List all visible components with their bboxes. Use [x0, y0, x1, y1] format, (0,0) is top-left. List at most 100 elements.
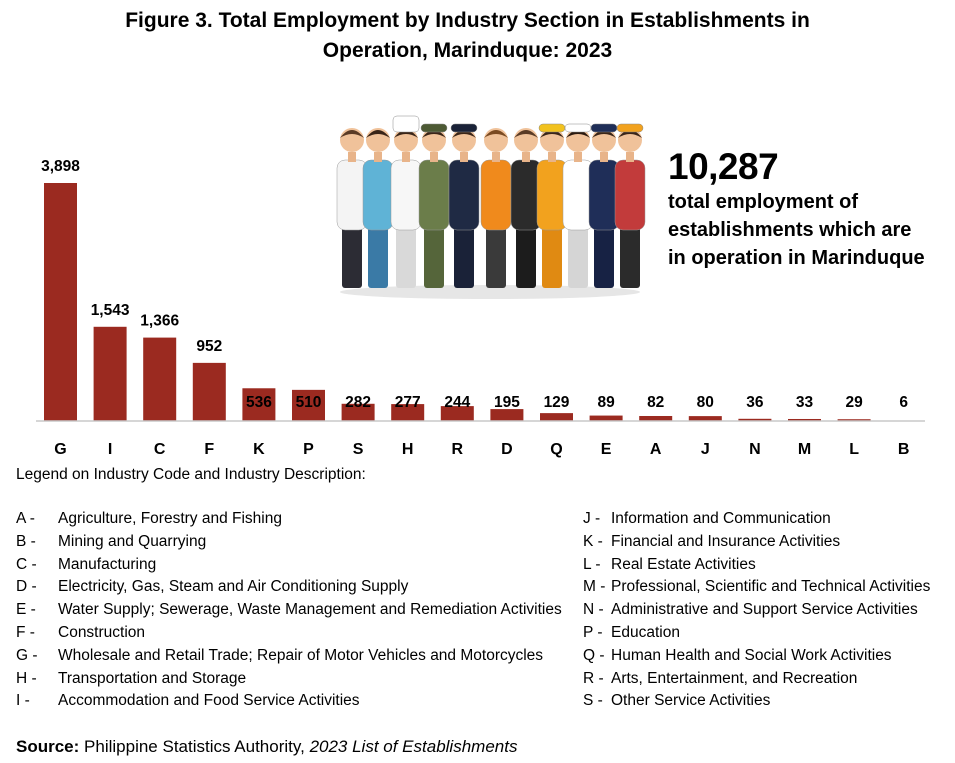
- legend-code: I -: [16, 692, 30, 710]
- bar-E: [589, 415, 623, 421]
- legend-description: Financial and Insurance Activities: [611, 532, 841, 550]
- bar-chart: 3,898 G 1,543 I 1,366 C 952 F 536 K 510 P 282 S 277 H 24…: [36, 158, 925, 458]
- source-document: 2023 List of Establishments: [309, 737, 518, 756]
- bar-Q: [540, 413, 573, 421]
- legend-item: A - Agriculture, Forestry and Fishing: [16, 508, 562, 531]
- tick-label-N: N: [749, 441, 761, 458]
- source-org: Philippine Statistics Authority,: [84, 737, 305, 756]
- tick-label-F: F: [204, 441, 214, 458]
- bars-group: 3,898 G 1,543 I 1,366 C 952 F 536 K 510 P 282 S 277 H 24…: [41, 158, 921, 458]
- data-label-G: 3,898: [41, 158, 80, 175]
- total-employment-callout: 10,287 total employment of establishment…: [668, 146, 953, 272]
- tick-label-Q: Q: [550, 441, 562, 458]
- legend-description: Real Estate Activities: [611, 555, 756, 573]
- legend-code: M -: [583, 578, 606, 596]
- tick-label-J: J: [701, 441, 710, 458]
- legend-code: R -: [583, 669, 604, 687]
- legend-description: Wholesale and Retail Trade; Repair of Mo…: [58, 646, 544, 664]
- bar-N: [738, 418, 772, 421]
- bar-G: [44, 183, 77, 421]
- data-label-C: 1,366: [140, 313, 179, 330]
- legend-code: Q -: [583, 646, 605, 664]
- legend-item: B - Mining and Quarrying: [16, 531, 562, 554]
- source-note: Source: Philippine Statistics Authority,…: [16, 737, 517, 757]
- legend-code: E -: [16, 601, 36, 619]
- tick-label-H: H: [402, 441, 414, 458]
- legend-item: L - Real Estate Activities: [583, 554, 930, 577]
- legend-item: F - Construction: [16, 622, 562, 645]
- legend-description: Agriculture, Forestry and Fishing: [58, 510, 282, 527]
- tick-label-L: L: [849, 441, 859, 458]
- data-label-Q: 129: [544, 394, 570, 411]
- data-label-B: 6: [899, 394, 908, 411]
- legend-code: C -: [16, 555, 37, 573]
- legend-code: L -: [583, 555, 601, 573]
- legend-description: Administrative and Support Service Activ…: [611, 601, 918, 619]
- chart-title-line2: Operation, Marinduque: 2023: [322, 39, 613, 62]
- legend-item: K - Financial and Insurance Activities: [583, 531, 930, 554]
- data-label-R: 244: [444, 394, 470, 411]
- legend-item: M - Professional, Scientific and Technica…: [583, 576, 930, 599]
- legend-right-column: J - Information and Communication K - Finan…: [583, 508, 930, 713]
- tick-label-D: D: [501, 441, 513, 458]
- worker-figure: [390, 115, 422, 288]
- bar-H: [391, 404, 425, 421]
- tick-label-S: S: [353, 441, 364, 458]
- legend-description: Water Supply; Sewerage, Waste Management…: [58, 601, 562, 619]
- data-label-L: 29: [845, 394, 863, 411]
- chart-title: Figure 3. Total Employment by Industry S…: [0, 6, 935, 66]
- legend-item: D - Electricity, Gas, Steam and Air Condi…: [16, 576, 562, 599]
- legend-item: H - Transportation and Storage: [16, 668, 562, 691]
- bar-R: [440, 406, 474, 421]
- worker-figure: [448, 123, 480, 288]
- legend-code: D -: [16, 578, 37, 596]
- bar-S: [341, 403, 375, 421]
- legend-item: G - Wholesale and Retail Trade; Repair of…: [16, 645, 562, 668]
- legend-code: S -: [583, 692, 603, 710]
- worker-figure: [510, 128, 542, 288]
- legend-code: N -: [583, 601, 604, 619]
- bar-M: [788, 418, 821, 421]
- legend-title: Legend on Industry Code and Industry Des…: [16, 466, 366, 483]
- callout-line2: establishments which are: [668, 219, 912, 241]
- legend-description: Professional, Scientific and Technical A…: [611, 578, 931, 596]
- bar-A: [639, 415, 673, 421]
- workers-group-illustration: [336, 115, 646, 299]
- legend-description: Human Health and Social Work Activities: [611, 646, 892, 664]
- legend-code: J -: [583, 510, 601, 527]
- data-label-N: 36: [746, 394, 764, 411]
- chart-title-line1: Figure 3. Total Employment by Industry S…: [125, 9, 810, 32]
- worker-figure: [362, 128, 394, 288]
- legend-item: Q - Human Health and Social Work Activiti…: [583, 645, 930, 668]
- bar-I: [93, 326, 127, 421]
- legend-description: Education: [611, 623, 680, 641]
- data-label-M: 33: [796, 394, 814, 411]
- data-label-S: 282: [345, 394, 371, 411]
- worker-figure: [536, 123, 568, 288]
- legend-description: Transportation and Storage: [58, 669, 247, 687]
- data-label-I: 1,543: [91, 302, 130, 319]
- legend-code: P -: [583, 623, 603, 641]
- source-label: Source:: [16, 737, 80, 756]
- tick-label-C: C: [154, 441, 166, 458]
- bar-L: [837, 419, 871, 421]
- data-label-J: 80: [697, 394, 714, 411]
- worker-figure: [336, 128, 368, 288]
- data-label-K: 536: [246, 394, 272, 411]
- worker-figure: [480, 128, 512, 288]
- tick-label-E: E: [601, 441, 612, 458]
- bar-F: [192, 362, 226, 421]
- tick-label-B: B: [898, 441, 910, 458]
- total-employment-value: 10,287: [668, 146, 779, 187]
- worker-figure: [562, 123, 594, 288]
- data-label-P: 510: [296, 394, 322, 411]
- tick-label-A: A: [650, 441, 662, 458]
- bar-D: [490, 409, 524, 421]
- legend-description: Electricity, Gas, Steam and Air Conditio…: [58, 578, 409, 596]
- tick-label-R: R: [452, 441, 464, 458]
- legend-item: I - Accommodation and Food Service Activi…: [16, 690, 562, 713]
- worker-figure: [614, 123, 646, 288]
- legend-item: P - Education: [583, 622, 930, 645]
- legend-code: F -: [16, 623, 35, 641]
- tick-label-I: I: [108, 441, 112, 458]
